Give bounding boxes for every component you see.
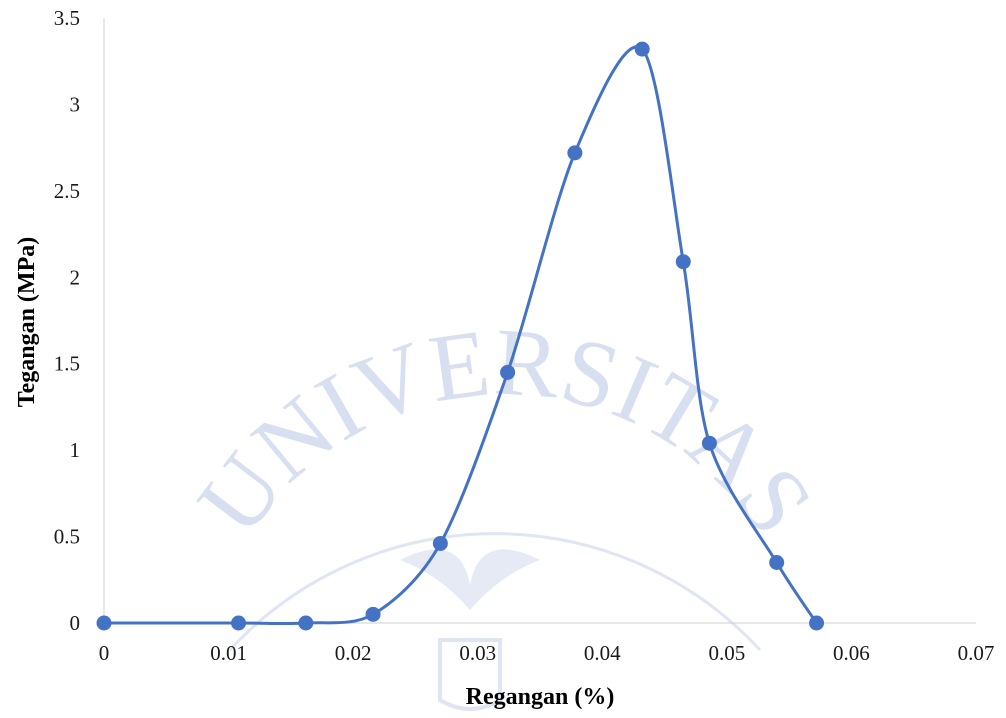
data-point xyxy=(298,615,314,631)
data-point xyxy=(432,535,448,551)
x-tick-label: 0 xyxy=(99,641,110,665)
data-point xyxy=(769,555,785,570)
y-tick-label: 1.5 xyxy=(54,352,80,376)
data-point xyxy=(809,615,825,631)
y-tick-label: 0.5 xyxy=(54,525,80,549)
watermark-text: UNIVERSITAS xyxy=(177,307,834,553)
watermark-shield xyxy=(438,638,502,711)
data-point xyxy=(701,435,717,451)
data-point xyxy=(567,145,583,161)
series-points xyxy=(96,41,825,631)
x-tick-label: 0.06 xyxy=(833,641,870,665)
y-tick-label: 3 xyxy=(70,92,81,116)
y-tick-label: 3.5 xyxy=(54,6,80,30)
data-point xyxy=(231,615,247,631)
x-tick-label: 0.01 xyxy=(210,641,247,665)
y-tick-label: 1 xyxy=(70,438,81,462)
x-axis-title: Regangan (%) xyxy=(466,684,615,710)
data-point xyxy=(365,606,381,622)
x-tick-label: 0.02 xyxy=(335,641,372,665)
data-point xyxy=(500,364,516,380)
y-axis-title: Tegangan (MPa) xyxy=(14,237,40,407)
y-tick-label: 0 xyxy=(70,611,81,635)
watermark-arc xyxy=(228,532,762,652)
x-tick-label: 0.04 xyxy=(584,641,621,665)
data-point xyxy=(675,254,691,270)
y-tick-label: 2.5 xyxy=(54,179,80,203)
x-tick-label: 0.05 xyxy=(708,641,745,665)
data-point xyxy=(634,41,650,57)
watermark-emblem xyxy=(400,549,540,610)
axes: 0 0.01 0.02 0.03 0.04 0.05 0.06 0.07 0 0.5 1 1.5 2 2.… xyxy=(54,6,995,665)
x-tick-label: 0.07 xyxy=(958,641,995,665)
data-point xyxy=(96,615,112,631)
x-tick-label: 0.03 xyxy=(459,641,496,665)
y-tick-label: 2 xyxy=(70,265,81,289)
